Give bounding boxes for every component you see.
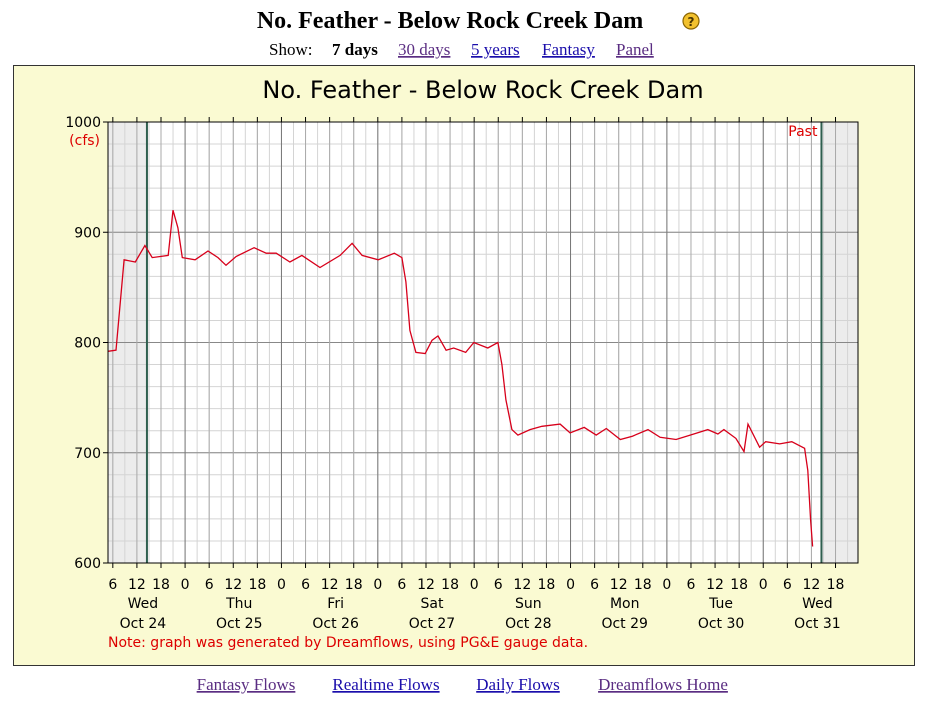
x-tick-label: 18: [634, 577, 652, 593]
footer-link[interactable]: Fantasy Flows: [197, 675, 296, 694]
page-title: No. Feather - Below Rock Creek Dam: [257, 8, 643, 34]
day-date: Oct 26: [312, 616, 359, 632]
x-tick-label: 18: [152, 577, 170, 593]
x-tick-label: 18: [248, 577, 266, 593]
x-tick-label: 12: [128, 577, 146, 593]
flow-line: [107, 210, 814, 547]
x-tick-label: 18: [441, 577, 459, 593]
footer-link[interactable]: Realtime Flows: [332, 675, 439, 694]
day-weekday: Thu: [225, 596, 252, 612]
x-tick-label: 6: [687, 577, 696, 593]
x-tick-label: 12: [610, 577, 628, 593]
x-tick-label: 12: [513, 577, 531, 593]
x-tick-label: 12: [706, 577, 724, 593]
day-date: Oct 24: [120, 616, 167, 632]
x-tick-label: 12: [321, 577, 339, 593]
day-weekday: Fri: [327, 596, 344, 612]
y-tick-label: 1000: [65, 115, 101, 131]
day-date: Oct 31: [794, 616, 840, 632]
y-tick-label: 900: [74, 225, 101, 241]
footer-link[interactable]: Daily Flows: [476, 675, 560, 694]
option-link[interactable]: Panel: [616, 40, 654, 59]
x-tick-label: 6: [301, 577, 310, 593]
x-tick-label: 18: [538, 577, 556, 593]
show-label: Show:: [269, 40, 312, 59]
chart-title: No. Feather - Below Rock Creek Dam: [262, 76, 703, 104]
day-weekday: Sat: [421, 596, 444, 612]
x-tick-label: 6: [397, 577, 406, 593]
x-tick-label: 6: [205, 577, 214, 593]
x-tick-label: 6: [494, 577, 503, 593]
chart-note: Note: graph was generated by Dreamflows,…: [108, 635, 588, 651]
x-tick-label: 0: [566, 577, 575, 593]
x-tick-label: 12: [224, 577, 242, 593]
day-weekday: Wed: [128, 596, 159, 612]
y-unit: (cfs): [69, 133, 100, 149]
option-link[interactable]: 5 years: [471, 40, 520, 59]
day-weekday: Tue: [708, 596, 733, 612]
x-tick-label: 18: [730, 577, 748, 593]
plot-frame: [107, 121, 859, 564]
x-tick-label: 12: [803, 577, 821, 593]
x-tick-label: 18: [827, 577, 845, 593]
option-link[interactable]: 30 days: [398, 40, 450, 59]
day-weekday: Sun: [515, 596, 542, 612]
y-tick-label: 700: [74, 446, 101, 462]
y-tick-label: 800: [74, 336, 101, 352]
x-tick-label: 0: [277, 577, 286, 593]
option-current: 7 days: [332, 40, 378, 59]
x-tick-label: 6: [108, 577, 117, 593]
x-tick-label: 6: [783, 577, 792, 593]
day-weekday: Mon: [610, 596, 640, 612]
past-label: Past: [788, 124, 818, 140]
day-date: Oct 28: [505, 616, 551, 632]
x-tick-label: 6: [590, 577, 599, 593]
help-icon[interactable]: [682, 12, 700, 30]
day-date: Oct 30: [698, 616, 744, 632]
help-icon-text[interactable]: ?: [688, 15, 695, 29]
x-tick-label: 0: [759, 577, 768, 593]
x-tick-label: 0: [181, 577, 190, 593]
y-tick-label: 600: [74, 556, 101, 572]
day-weekday: Wed: [802, 596, 833, 612]
x-tick-label: 18: [345, 577, 363, 593]
x-tick-label: 12: [417, 577, 435, 593]
day-date: Oct 29: [601, 616, 647, 632]
day-date: Oct 25: [216, 616, 262, 632]
x-tick-label: 0: [470, 577, 479, 593]
footer-link[interactable]: Dreamflows Home: [598, 675, 728, 694]
x-tick-label: 0: [662, 577, 671, 593]
x-tick-label: 0: [373, 577, 382, 593]
day-date: Oct 27: [409, 616, 455, 632]
option-link[interactable]: Fantasy: [542, 40, 595, 59]
